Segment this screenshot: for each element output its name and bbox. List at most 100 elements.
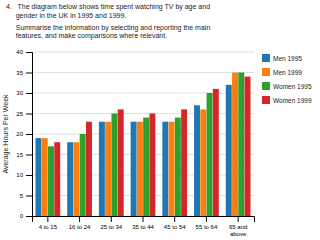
legend-swatch <box>262 82 270 90</box>
x-tick-mark <box>206 216 207 222</box>
bar <box>200 109 206 216</box>
y-tick-mark <box>26 134 32 135</box>
bar <box>162 122 168 216</box>
bar <box>143 118 149 216</box>
bar <box>194 105 200 216</box>
x-tick: 4 to 15 <box>39 216 58 230</box>
grid-line <box>32 93 254 94</box>
bar-series <box>42 73 238 217</box>
title: 4. The diagram below shows time spent wa… <box>6 3 210 20</box>
grid-line <box>32 134 254 135</box>
bar <box>181 109 187 216</box>
y-tick-mark <box>26 155 32 156</box>
y-axis: 0 5 10 15 20 25 30 35 40 <box>16 49 32 219</box>
y-tick-label: 30 <box>16 90 23 96</box>
y-tick-label: 40 <box>16 49 23 55</box>
bar <box>73 142 79 216</box>
y-tick-label: 25 <box>16 111 23 117</box>
x-tick-label: 25 to 34 <box>100 224 122 230</box>
y-tick-mark <box>26 196 32 197</box>
x-tick-mark <box>47 216 48 222</box>
bar <box>169 122 175 216</box>
bar <box>105 122 111 216</box>
bar <box>245 77 251 216</box>
y-tick-mark <box>26 52 32 53</box>
x-tick-label: 55 to 64 <box>196 224 218 230</box>
legend-label: Men 1999 <box>273 69 302 76</box>
bar <box>175 118 181 216</box>
x-tick: 25 to 34 <box>100 216 122 230</box>
legend-item: Women 1995 <box>262 82 312 90</box>
x-tick-label: 35 to 44 <box>132 224 154 230</box>
bar <box>54 142 60 216</box>
legend-item: Men 1995 <box>262 54 302 62</box>
y-axis-title: Average Hours Per Week <box>2 94 10 174</box>
x-tick: 65 andabove <box>229 216 247 237</box>
x-tick-label: 65 andabove <box>229 224 247 237</box>
bar <box>48 146 54 216</box>
bar <box>35 138 41 216</box>
subtitle: Summarise the information by selecting a… <box>6 24 210 41</box>
x-axis: 4 to 15 16 to 24 25 to 34 35 to 44 45 to 54 5… <box>33 216 255 237</box>
grid-line <box>32 195 254 196</box>
bar <box>118 109 124 216</box>
x-tick: 35 to 44 <box>132 216 154 230</box>
x-tick-mark <box>143 216 144 222</box>
bar <box>42 138 48 216</box>
x-tick-mark <box>238 216 239 222</box>
y-tick: 15 <box>16 152 32 158</box>
x-tick: 45 to 54 <box>164 216 186 230</box>
bar <box>226 85 232 216</box>
y-tick-mark <box>26 114 32 115</box>
y-axis-line <box>26 53 33 217</box>
x-tick-mark <box>174 216 175 222</box>
x-tick-label: 45 to 54 <box>164 224 186 230</box>
y-tick-label: 0 <box>20 213 24 219</box>
grid-line <box>32 72 254 73</box>
bar-series <box>35 85 231 216</box>
y-tick: 0 <box>20 213 32 219</box>
y-tick: 20 <box>16 131 32 137</box>
x-axis-line <box>33 217 255 223</box>
legend-swatch <box>262 96 270 104</box>
bar <box>67 142 73 216</box>
bar <box>131 122 137 216</box>
y-tick-label: 10 <box>16 172 23 178</box>
y-tick-mark <box>26 93 32 94</box>
x-tick: 16 to 24 <box>69 216 91 230</box>
y-tick-label: 5 <box>20 193 24 199</box>
y-tick: 5 <box>20 193 32 199</box>
legend-label: Women 1999 <box>273 97 312 104</box>
x-tick-mark <box>111 216 112 222</box>
legend-item: Women 1999 <box>262 96 312 104</box>
x-tick-mark <box>79 216 80 222</box>
bar-series <box>54 77 250 216</box>
legend-label: Men 1995 <box>273 55 302 62</box>
y-tick: 30 <box>16 90 32 96</box>
bar <box>232 73 238 217</box>
x-tick: 55 to 64 <box>196 216 218 230</box>
grid-line <box>32 175 254 176</box>
legend-label: Women 1995 <box>273 83 312 90</box>
plot: 0 5 10 15 20 25 30 35 40 4 to 15 16 to 24 25 to 34 3… <box>16 49 254 236</box>
y-tick-label: 15 <box>16 152 23 158</box>
y-tick-mark <box>26 175 32 176</box>
y-tick-mark <box>26 216 32 217</box>
bar <box>80 134 86 216</box>
x-tick-label: 4 to 15 <box>39 224 58 230</box>
bar <box>238 73 244 217</box>
legend-swatch <box>262 68 270 76</box>
y-tick: 35 <box>16 70 32 76</box>
bar <box>207 93 213 216</box>
grid-line <box>32 154 254 155</box>
y-tick: 40 <box>16 49 32 55</box>
grid <box>32 52 254 216</box>
bar <box>111 114 117 217</box>
bar <box>149 114 155 217</box>
y-tick: 10 <box>16 172 32 178</box>
bars <box>35 73 250 217</box>
y-tick-label: 20 <box>16 131 23 137</box>
x-tick-label: 16 to 24 <box>69 224 91 230</box>
bar-series <box>48 73 244 217</box>
bar <box>86 122 92 216</box>
